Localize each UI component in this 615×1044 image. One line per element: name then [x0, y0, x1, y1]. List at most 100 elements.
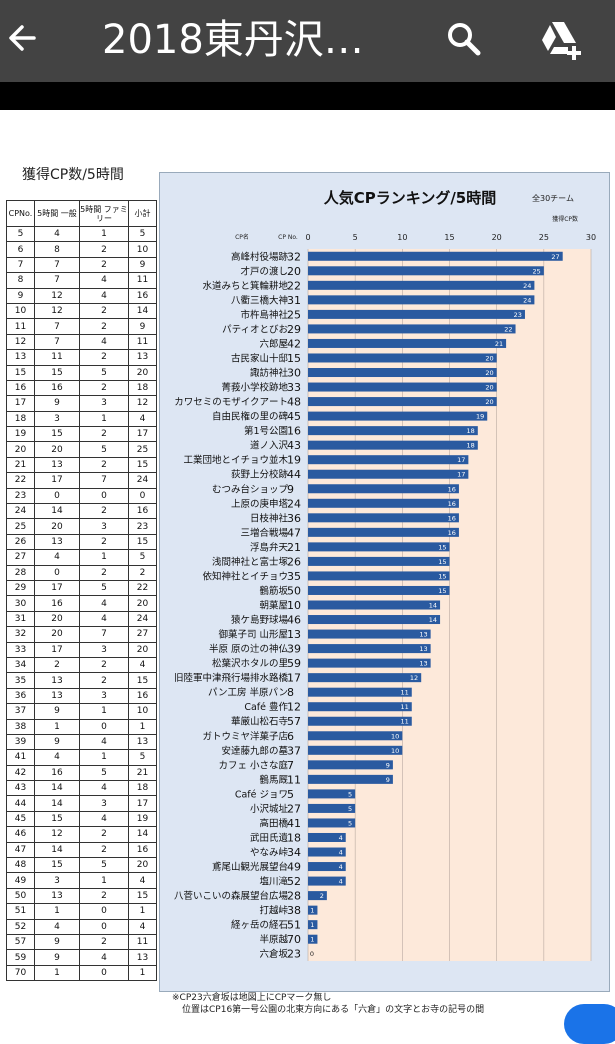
bar-value-label: 20: [485, 398, 493, 406]
cell-cpno: 21: [6, 456, 35, 474]
bar-category-name: 鶴筋坂: [259, 585, 288, 597]
bar: [308, 774, 393, 784]
cell-subtotal: 13: [128, 349, 157, 366]
cell-cpno: 41: [6, 749, 35, 766]
cell-subtotal: 11: [128, 272, 157, 289]
bar-category-name: パン工房 半原パン: [208, 687, 288, 699]
cell-subtotal: 16: [128, 841, 157, 859]
bar: [308, 513, 459, 523]
bar: [308, 673, 422, 683]
bar-category-name: 水道みちと箕輪耕地: [202, 280, 288, 292]
cell-general: 1: [34, 964, 80, 982]
cell-cpno: 25: [6, 518, 35, 535]
cell-family: 4: [79, 272, 129, 289]
bar-cp-number: 37: [287, 744, 301, 757]
cell-cpno: 33: [6, 641, 35, 658]
cell-general: 0: [34, 564, 80, 581]
bar-value-label: 19: [476, 413, 484, 421]
bar: [308, 571, 450, 581]
cell-cpno: 5: [6, 225, 35, 243]
table-row: 48 15 5 20: [6, 857, 157, 874]
search-icon[interactable]: [444, 18, 484, 62]
cell-family: 2: [79, 379, 129, 397]
cell-subtotal: 5: [128, 549, 157, 566]
cell-general: 0: [34, 487, 80, 505]
bar-category-name: 古民家山十邸: [231, 352, 289, 364]
fab-button[interactable]: [564, 1004, 615, 1044]
bar-category-name: 市杵島神社: [240, 309, 288, 321]
cell-subtotal: 14: [128, 302, 157, 320]
cell-cpno: 11: [6, 318, 35, 335]
table-row: 37 9 1 10: [6, 703, 157, 720]
bar-cp-number: 15: [287, 352, 301, 365]
cell-family: 0: [79, 903, 129, 920]
cp-count-table: CPNo. 5時間 一般 5時間 ファミリー 小計 5 4 1 5 6 8 2 10 7 7 2 9 8…: [6, 200, 157, 982]
cell-general: 13: [34, 887, 80, 905]
table-row: 46 12 2 14: [6, 826, 157, 843]
bar-cp-number: 30: [287, 367, 301, 380]
cell-family: 3: [79, 641, 129, 658]
cell-cpno: 27: [6, 549, 35, 566]
bar: [308, 789, 356, 799]
cell-general: 17: [34, 579, 80, 597]
cell-family: 3: [79, 518, 129, 535]
cell-cpno: 47: [6, 841, 35, 859]
bar-category-name: 鶴馬厩: [259, 774, 288, 786]
table-row: 13 11 2 13: [6, 349, 157, 366]
x-tick-label: 0: [305, 233, 310, 242]
table-row: 16 16 2 18: [6, 379, 157, 397]
bar-cp-number: 24: [287, 497, 301, 510]
cell-family: 1: [79, 225, 129, 243]
bar-value-label: 4: [339, 863, 343, 871]
bar-value-label: 21: [495, 340, 503, 348]
bar-category-name: 半原 原の辻の神仏: [209, 643, 289, 655]
bar-category-name: カワセミのモザイクアート: [174, 397, 288, 408]
bar-cp-number: 26: [287, 555, 301, 568]
cell-general: 16: [34, 379, 80, 397]
table-row: 32 20 7 27: [6, 626, 157, 643]
cell-family: 1: [79, 703, 129, 720]
table-row: 27 4 1 5: [6, 549, 157, 566]
cell-family: 2: [79, 672, 129, 689]
cell-subtotal: 23: [128, 518, 157, 535]
cell-cpno: 44: [6, 795, 35, 812]
bar: [308, 397, 497, 407]
bar-value-label: 11: [400, 718, 408, 726]
footnote-line-1: ※CP23六倉坂は地図上にCPマーク無し: [172, 993, 332, 1003]
bar-cp-number: 48: [287, 396, 301, 409]
bar-cp-number: 8: [287, 686, 294, 699]
add-to-drive-icon[interactable]: [538, 16, 586, 64]
cell-general: 4: [34, 225, 80, 243]
bar: [308, 411, 488, 421]
bar-value-label: 9: [386, 761, 390, 769]
bar-category-name: 第1号公園: [244, 425, 288, 437]
x-tick-label: 5: [353, 233, 358, 242]
bar-value-label: 13: [419, 645, 427, 653]
cell-family: 2: [79, 826, 129, 843]
back-arrow-icon[interactable]: [6, 16, 46, 60]
bar-value-label: 4: [339, 849, 343, 857]
table-row: 38 1 0 1: [6, 718, 157, 735]
cell-cpno: 24: [6, 503, 35, 520]
status-strip: [0, 82, 615, 110]
table-row: 24 14 2 16: [6, 503, 157, 520]
cell-subtotal: 25: [128, 441, 157, 458]
bar-category-name: Café 豊作: [244, 701, 288, 713]
bar-category-name: 道ノ入沢: [250, 440, 289, 452]
cell-general: 8: [34, 241, 80, 258]
cell-cpno: 36: [6, 687, 35, 705]
bar-category-name: ガトウミヤ洋菓子店: [202, 730, 288, 742]
cell-family: 2: [79, 933, 129, 951]
cell-general: 9: [34, 703, 80, 720]
table-row: 20 20 5 25: [6, 441, 157, 458]
cell-cpno: 39: [6, 733, 35, 751]
bar-value-label: 4: [339, 834, 343, 842]
cell-cpno: 34: [6, 656, 35, 674]
table-row: 30 16 4 20: [6, 595, 157, 612]
bar-cp-number: 31: [287, 294, 301, 307]
bar-category-name: 安達藤九郎の墓: [221, 745, 288, 757]
cell-cpno: 10: [6, 302, 35, 320]
table-row: 25 20 3 23: [6, 518, 157, 535]
bar-category-name: 諏訪神社: [250, 367, 289, 379]
bar: [308, 542, 450, 552]
